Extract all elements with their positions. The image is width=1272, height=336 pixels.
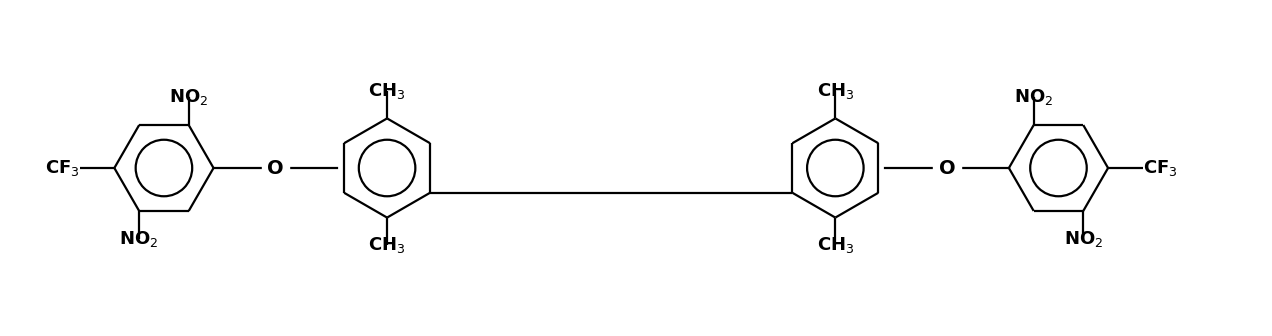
Text: CH$_3$: CH$_3$ [369, 81, 406, 101]
Text: O: O [267, 159, 284, 177]
Text: CF$_3$: CF$_3$ [1142, 158, 1178, 178]
Text: CF$_3$: CF$_3$ [45, 158, 80, 178]
Text: NO$_2$: NO$_2$ [120, 229, 159, 249]
Text: NO$_2$: NO$_2$ [1014, 87, 1053, 107]
Text: CH$_3$: CH$_3$ [817, 235, 854, 255]
Text: CH$_3$: CH$_3$ [817, 81, 854, 101]
Text: NO$_2$: NO$_2$ [169, 87, 209, 107]
Text: CH$_3$: CH$_3$ [369, 235, 406, 255]
Text: O: O [939, 159, 955, 177]
Text: NO$_2$: NO$_2$ [1063, 229, 1103, 249]
